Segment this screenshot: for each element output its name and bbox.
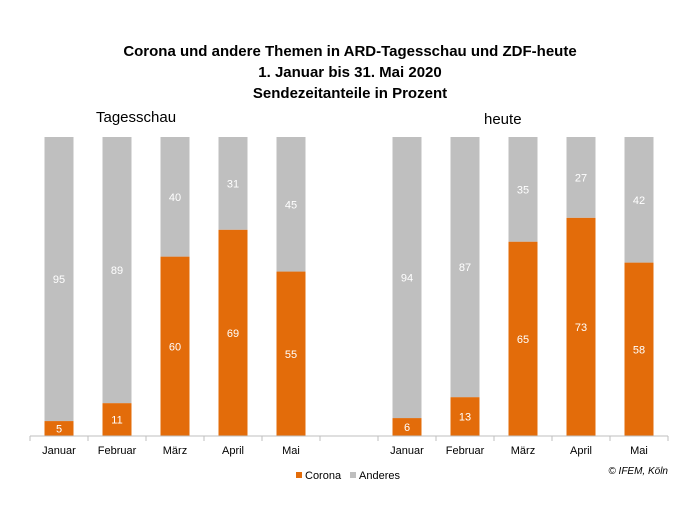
- chart-title: Corona und andere Themen in ARD-Tagessch…: [123, 43, 576, 102]
- panel-label-tagesschau: Tagesschau: [96, 109, 176, 126]
- bar-tagesschau-maerz-corona: [160, 256, 190, 436]
- data-label-heute-mai-anderes: 42: [633, 195, 645, 207]
- bar-tagesschau-januar-corona: [44, 421, 74, 436]
- bar-heute-mai-anderes: [624, 137, 654, 263]
- data-label-heute-januar-corona: 6: [404, 422, 410, 434]
- x-tick-label-tagesschau-januar: Januar: [42, 445, 76, 457]
- data-label-tagesschau-maerz-anderes: 40: [169, 192, 181, 204]
- x-tick-label-tagesschau-februar: Februar: [98, 445, 137, 457]
- x-tick-label-heute-januar: Januar: [390, 445, 424, 457]
- bar-heute-april-corona: [566, 217, 596, 436]
- data-label-heute-januar-anderes: 94: [401, 273, 413, 285]
- chart-title-line-2: 1. Januar bis 31. Mai 2020: [258, 64, 441, 81]
- chart-title-line-3: Sendezeitanteile in Prozent: [253, 85, 447, 102]
- x-axis-labels: Januar Februar März April Mai Januar Februar Mä…: [42, 445, 648, 457]
- source-credit: © IFEM, Köln: [608, 466, 668, 477]
- data-label-heute-april-anderes: 27: [575, 172, 587, 184]
- bar-heute-januar-corona: [392, 418, 422, 436]
- bar-heute-maerz-corona: [508, 241, 538, 436]
- data-label-tagesschau-mai-anderes: 45: [285, 199, 297, 211]
- data-label-heute-maerz-anderes: 35: [517, 184, 529, 196]
- bar-tagesschau-maerz-anderes: [160, 137, 190, 257]
- panel-label-heute: heute: [484, 111, 522, 128]
- legend-swatch-anderes: [350, 472, 356, 478]
- legend-label-corona: Corona: [305, 470, 342, 482]
- chart-title-line-1: Corona und andere Themen in ARD-Tagessch…: [123, 43, 576, 60]
- data-label-tagesschau-januar-corona: 5: [56, 424, 62, 436]
- bar-heute-maerz-anderes: [508, 137, 538, 242]
- data-label-tagesschau-april-anderes: 31: [227, 178, 239, 190]
- legend: Corona Anderes: [296, 470, 400, 482]
- data-label-tagesschau-maerz-corona: 60: [169, 341, 181, 353]
- data-label-tagesschau-april-corona: 69: [227, 328, 239, 340]
- bar-tagesschau-mai-corona: [276, 271, 306, 436]
- legend-swatch-corona: [296, 472, 302, 478]
- bar-heute-april-anderes: [566, 137, 596, 218]
- data-label-tagesschau-februar-corona: 11: [111, 415, 122, 427]
- plot-area: 5 95 11 89 60 40 69 31 55 45 6 94 13 87 65 35 73 27 58 42: [44, 137, 654, 436]
- x-tick-label-heute-februar: Februar: [446, 445, 485, 457]
- data-label-tagesschau-februar-anderes: 89: [111, 265, 123, 277]
- data-label-heute-mai-corona: 58: [633, 344, 645, 356]
- data-label-heute-april-corona: 73: [575, 322, 587, 334]
- bar-tagesschau-februar-corona: [102, 403, 132, 436]
- bar-heute-mai-corona: [624, 262, 654, 436]
- data-label-tagesschau-mai-corona: 55: [285, 349, 297, 361]
- x-tick-label-heute-april: April: [570, 445, 592, 457]
- legend-label-anderes: Anderes: [359, 470, 400, 482]
- bar-heute-januar-anderes: [392, 137, 422, 419]
- data-label-heute-februar-anderes: 87: [459, 262, 471, 274]
- data-label-heute-februar-corona: 13: [459, 412, 471, 424]
- x-axis-ticks: [29, 436, 669, 441]
- x-tick-label-heute-maerz: März: [511, 445, 535, 457]
- bar-tagesschau-april-anderes: [218, 137, 248, 230]
- x-tick-label-tagesschau-april: April: [222, 445, 244, 457]
- bar-heute-februar-corona: [450, 397, 480, 436]
- bar-tagesschau-april-corona: [218, 229, 248, 436]
- data-label-tagesschau-januar-anderes: 95: [53, 274, 65, 286]
- bar-heute-februar-anderes: [450, 137, 480, 398]
- bar-tagesschau-februar-anderes: [102, 137, 132, 404]
- data-label-heute-maerz-corona: 65: [517, 334, 529, 346]
- x-tick-label-heute-mai: Mai: [630, 445, 648, 457]
- bar-tagesschau-januar-anderes: [44, 137, 74, 422]
- x-tick-label-tagesschau-mai: Mai: [282, 445, 300, 457]
- x-tick-label-tagesschau-maerz: März: [163, 445, 187, 457]
- bar-tagesschau-mai-anderes: [276, 137, 306, 272]
